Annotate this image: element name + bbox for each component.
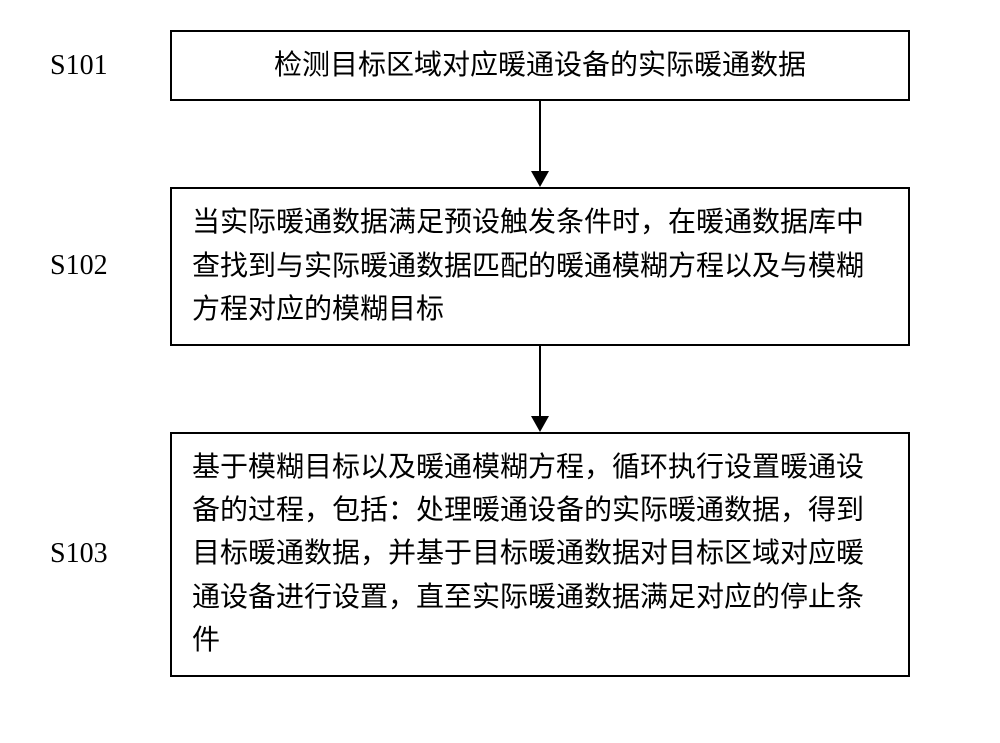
flowchart-arrow <box>170 346 910 432</box>
flowchart-step-row: S103 基于模糊目标以及暖通模糊方程，循环执行设置暖通设备的过程，包括：处理暖… <box>50 432 950 677</box>
step-box-s101: 检测目标区域对应暖通设备的实际暖通数据 <box>170 30 910 101</box>
flowchart-arrow <box>170 101 910 187</box>
step-label-s103: S103 <box>50 538 170 570</box>
flowchart-step-row: S101 检测目标区域对应暖通设备的实际暖通数据 <box>50 30 950 101</box>
step-label-s102: S102 <box>50 250 170 282</box>
flowchart-step-row: S102 当实际暖通数据满足预设触发条件时，在暖通数据库中查找到与实际暖通数据匹… <box>50 187 950 345</box>
step-box-s103: 基于模糊目标以及暖通模糊方程，循环执行设置暖通设备的过程，包括：处理暖通设备的实… <box>170 432 910 677</box>
step-label-s101: S101 <box>50 50 170 82</box>
flowchart-diagram: S101 检测目标区域对应暖通设备的实际暖通数据 S102 当实际暖通数据满足预… <box>50 30 950 677</box>
step-box-s102: 当实际暖通数据满足预设触发条件时，在暖通数据库中查找到与实际暖通数据匹配的暖通模… <box>170 187 910 345</box>
